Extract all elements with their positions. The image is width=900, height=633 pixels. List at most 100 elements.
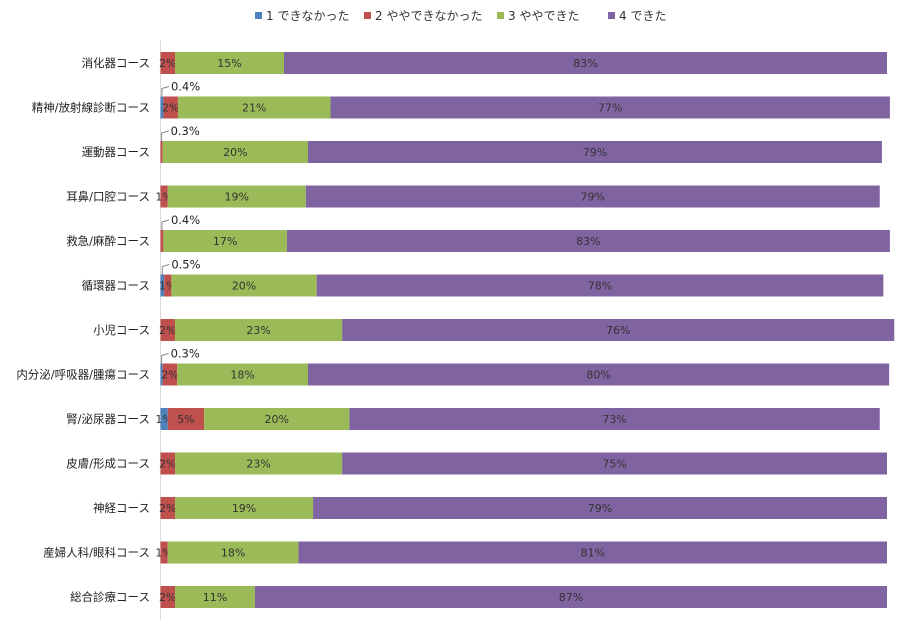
bar-segment-4 xyxy=(254,586,887,608)
bar-segment-3 xyxy=(175,497,314,519)
legend-swatch-2 xyxy=(364,12,371,19)
bar-segment-2 xyxy=(163,96,178,119)
data-label: 2% xyxy=(162,102,179,115)
data-label: 78% xyxy=(588,280,612,293)
bar-segment-3 xyxy=(175,52,285,74)
bar-segment-3 xyxy=(171,274,317,297)
data-label: 2% xyxy=(161,369,178,382)
data-label: 18% xyxy=(221,547,245,560)
category-label: 運動器コース xyxy=(82,145,150,159)
legend-label-2: 2 ややできなかった xyxy=(375,9,482,23)
bar-segment-4 xyxy=(316,274,884,297)
callout-label: 0.4% xyxy=(171,213,200,227)
bar-segment-2 xyxy=(160,52,176,74)
bar-segment-3 xyxy=(163,230,287,252)
data-label: 18% xyxy=(230,369,254,382)
callout-leader-line xyxy=(161,264,170,275)
data-label: 79% xyxy=(583,146,607,159)
data-label: 2% xyxy=(159,324,176,337)
bar-segment-3 xyxy=(167,541,299,564)
data-label: 2% xyxy=(159,458,176,471)
data-label: 80% xyxy=(586,369,610,382)
bar-segment-2 xyxy=(162,363,178,386)
category-label: 循環器コース xyxy=(82,279,150,293)
bar-segment-3 xyxy=(177,96,331,119)
callout-leader-line xyxy=(161,130,169,141)
data-label: 5% xyxy=(177,413,194,426)
data-label: 79% xyxy=(581,191,605,204)
data-label: 2% xyxy=(159,591,176,604)
data-label: 20% xyxy=(265,413,289,426)
callout-label: 0.3% xyxy=(171,124,200,138)
data-label: 81% xyxy=(581,547,605,560)
data-label: 21% xyxy=(242,102,266,115)
bar-segment-3 xyxy=(162,141,308,163)
bar-segment-4 xyxy=(298,541,887,564)
bar-segment-3 xyxy=(175,452,343,475)
bar-segment-3 xyxy=(204,408,350,430)
data-label: 77% xyxy=(598,102,622,115)
bars: 2% 15% 83%2% 21% 77%20% 79%1% 19% 79%17% 83%1% 20… xyxy=(155,52,895,608)
bar-segment-4 xyxy=(307,141,882,163)
category-labels: 消化器コース精神/放射線診断コース運動器コース耳鼻/口腔コース救急/麻酔コース循… xyxy=(16,56,150,604)
legend-label-1: 1 できなかった xyxy=(266,9,349,23)
legend-swatch-3 xyxy=(497,12,504,19)
bar-segment-4 xyxy=(286,230,890,252)
data-label: 17% xyxy=(213,235,237,248)
bar-segment-4 xyxy=(305,185,880,208)
data-label: 19% xyxy=(232,502,256,515)
data-label: 79% xyxy=(588,502,612,515)
category-label: 耳鼻/口腔コース xyxy=(66,190,150,204)
category-label: 内分泌/呼吸器/腫瘍コース xyxy=(16,368,150,382)
bar-segment-4 xyxy=(307,363,890,386)
bar-segment-4 xyxy=(349,408,880,430)
callout-leader-line xyxy=(161,353,169,364)
bar-segment-3 xyxy=(175,586,255,608)
bar-segment-2 xyxy=(160,497,176,519)
data-label: 19% xyxy=(225,191,249,204)
data-label: 87% xyxy=(559,591,583,604)
data-label: 23% xyxy=(246,458,270,471)
bar-segment-2 xyxy=(160,230,164,252)
category-label: 産婦人科/眼科コース xyxy=(43,546,150,560)
callout-label: 0.4% xyxy=(171,80,200,94)
bar-segment-2 xyxy=(160,185,168,208)
bar-segment-2 xyxy=(164,274,172,297)
data-label: 20% xyxy=(232,280,256,293)
category-label: 神経コース xyxy=(93,501,150,515)
bar-segment-4 xyxy=(284,52,887,74)
category-label: 小児コース xyxy=(93,323,150,337)
bar-segment-2 xyxy=(160,319,176,341)
data-label: 73% xyxy=(602,413,626,426)
callout-label: 0.5% xyxy=(171,258,200,272)
bar-segment-1 xyxy=(160,363,163,386)
callout-label: 0.3% xyxy=(171,347,200,361)
bar-segment-3 xyxy=(177,363,308,386)
bar-segment-4 xyxy=(342,319,895,341)
callout-leader-line xyxy=(161,219,170,230)
data-label: 11% xyxy=(203,591,227,604)
category-label: 皮膚/形成コース xyxy=(66,457,150,471)
data-label: 83% xyxy=(573,57,597,70)
bar-segment-1 xyxy=(160,274,165,297)
data-label: 20% xyxy=(223,146,247,159)
legend-label-4: 4 できた xyxy=(619,9,666,23)
category-label: 精神/放射線診断コース xyxy=(32,101,150,115)
bar-segment-2 xyxy=(160,452,176,475)
data-label: 83% xyxy=(576,235,600,248)
data-label: 15% xyxy=(217,57,241,70)
bar-segment-2 xyxy=(160,586,176,608)
category-label: 救急/麻酔コース xyxy=(66,234,150,248)
data-label: 75% xyxy=(602,458,626,471)
bar-segment-4 xyxy=(330,96,890,119)
bar-segment-2 xyxy=(167,408,205,430)
bar-segment-4 xyxy=(313,497,887,519)
category-label: 総合診療コース xyxy=(70,590,150,604)
category-label: 腎/泌尿器コース xyxy=(66,412,150,426)
callout-leader-line xyxy=(161,86,170,97)
bar-segment-4 xyxy=(342,452,887,475)
legend: 1 できなかった 2 ややできなかった 3 ややできた 4 できた xyxy=(255,9,666,23)
bar-segment-1 xyxy=(160,96,164,119)
callouts: 0.4% 0.3% 0.4% 0.5% 0.3% xyxy=(161,80,201,364)
